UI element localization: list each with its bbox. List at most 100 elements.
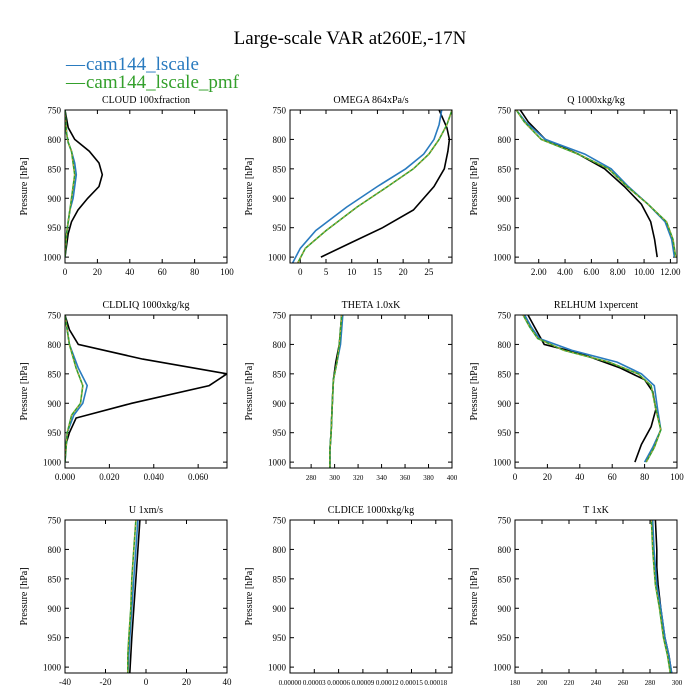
x-tick-label: 0.00012 — [376, 679, 399, 687]
y-tick-label: 1000 — [268, 663, 287, 673]
legend-entry-lscale-pmf: —cam144_lscale_pmf — [66, 73, 239, 93]
subplot-title: Q 1000xkg/kg — [567, 95, 625, 106]
subplot-title: OMEGA 864xPa/s — [333, 95, 408, 106]
y-tick-label: 950 — [498, 428, 512, 438]
x-tick-label: 10.00 — [634, 267, 655, 277]
subplot-title: CLOUD 100xfraction — [102, 95, 190, 106]
y-tick-label: 1000 — [43, 253, 62, 263]
y-tick-label: 750 — [498, 516, 512, 526]
subplot-title: U 1xm/s — [129, 505, 163, 516]
x-tick-label: -40 — [59, 677, 71, 687]
y-tick-label: 850 — [273, 164, 287, 174]
x-tick-label: -20 — [100, 677, 112, 687]
x-tick-label: 0.00018 — [424, 679, 447, 687]
x-tick-label: 0.00000 — [279, 679, 302, 687]
legend-label: cam144_lscale — [86, 54, 199, 75]
x-tick-label: 300 — [672, 679, 683, 687]
series-line-blue — [651, 520, 673, 673]
x-tick-label: 300 — [329, 474, 340, 482]
x-tick-label: 360 — [400, 474, 411, 482]
series-line-dash — [65, 110, 76, 258]
plot-frame — [514, 519, 678, 674]
series-line-dash — [522, 315, 662, 463]
x-tick-label: 400 — [447, 474, 458, 482]
y-axis-label: Pressure [hPa] — [469, 567, 480, 625]
x-tick-label: 12.00 — [660, 267, 681, 277]
y-tick-label: 1000 — [493, 253, 512, 263]
series-line-dash — [65, 315, 84, 463]
y-tick-label: 750 — [273, 311, 287, 321]
series-line-blue — [515, 110, 676, 258]
x-tick-label: 20 — [399, 267, 409, 277]
x-tick-label: 260 — [618, 679, 629, 687]
series-line-dash — [515, 110, 677, 258]
series-line-dash — [127, 520, 137, 673]
plot-frame — [289, 109, 453, 264]
plot-frame — [64, 109, 228, 264]
plot-frame — [514, 109, 678, 264]
y-tick-label: 900 — [273, 604, 287, 614]
y-axis-label: Pressure [hPa] — [469, 362, 480, 420]
x-tick-label: 100 — [670, 472, 684, 482]
series-line-black — [65, 315, 227, 463]
x-tick-label: 100 — [220, 267, 234, 277]
legend-entry-lscale: —cam144_lscale — [66, 55, 199, 75]
y-tick-label: 750 — [498, 106, 512, 116]
series-line-green — [296, 110, 452, 263]
x-tick-label: 60 — [158, 267, 168, 277]
y-axis-label: Pressure [hPa] — [19, 157, 30, 215]
y-tick-label: 800 — [48, 545, 62, 555]
subplot-5: THETA 1.0xK Pressure [hPa] 750 800 850 900 950… — [244, 300, 458, 482]
y-tick-label: 1000 — [268, 458, 287, 468]
y-tick-label: 950 — [48, 633, 62, 643]
y-tick-label: 850 — [273, 574, 287, 584]
x-tick-label: 0.00009 — [352, 679, 375, 687]
series-line-green — [515, 110, 677, 258]
y-tick-label: 950 — [498, 633, 512, 643]
x-tick-label: 80 — [640, 472, 650, 482]
x-tick-label: 20 — [182, 677, 192, 687]
y-axis-label: Pressure [hPa] — [244, 567, 255, 625]
y-tick-label: 900 — [48, 604, 62, 614]
series-line-green — [522, 315, 662, 463]
series-line-black — [320, 110, 451, 258]
y-tick-label: 800 — [498, 135, 512, 145]
x-tick-label: 40 — [575, 472, 585, 482]
series-line-blue — [523, 315, 662, 463]
x-tick-label: 15 — [373, 267, 383, 277]
y-tick-label: 1000 — [493, 458, 512, 468]
x-tick-label: 280 — [306, 474, 317, 482]
series-line-dash — [297, 110, 452, 263]
x-tick-label: 40 — [223, 677, 233, 687]
x-tick-label: 0.00015 — [400, 679, 423, 687]
series-line-black — [519, 110, 658, 258]
x-tick-label: 220 — [564, 679, 575, 687]
series-line-blue — [291, 110, 443, 263]
x-tick-label: 0 — [298, 267, 303, 277]
y-tick-label: 950 — [48, 428, 62, 438]
subplot-title: CLDICE 1000xkg/kg — [328, 505, 414, 516]
y-axis-label: Pressure [hPa] — [19, 567, 30, 625]
y-tick-label: 900 — [48, 194, 62, 204]
x-tick-label: 180 — [510, 679, 521, 687]
x-tick-label: 40 — [125, 267, 135, 277]
y-tick-label: 750 — [498, 311, 512, 321]
x-tick-label: 0.00006 — [327, 679, 350, 687]
x-tick-label: 0 — [513, 472, 518, 482]
y-tick-label: 1000 — [493, 663, 512, 673]
y-tick-label: 750 — [273, 516, 287, 526]
x-tick-label: 0.020 — [99, 472, 120, 482]
y-tick-label: 850 — [498, 574, 512, 584]
plot-frame — [64, 519, 228, 674]
x-tick-label: 0 — [63, 267, 68, 277]
x-tick-label: 20 — [93, 267, 103, 277]
subplot-title: T 1xK — [583, 505, 609, 516]
series-line-blue — [127, 520, 139, 673]
x-tick-label: 20 — [543, 472, 553, 482]
x-tick-label: 2.00 — [531, 267, 547, 277]
y-tick-label: 800 — [273, 545, 287, 555]
legend-label: cam144_lscale_pmf — [86, 72, 240, 93]
